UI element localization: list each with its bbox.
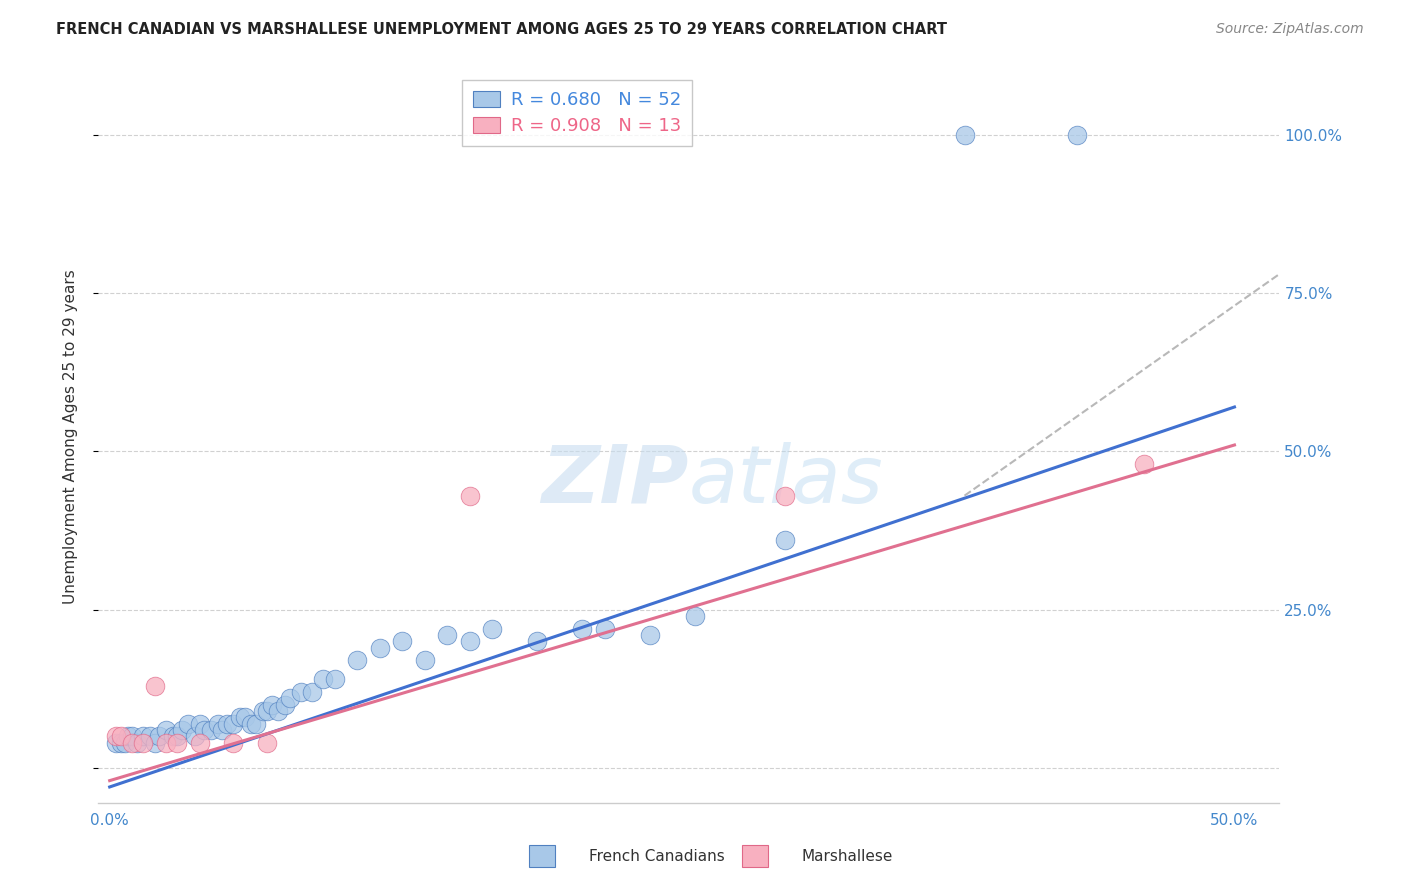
Point bbox=[638, 628, 661, 642]
Point bbox=[222, 716, 245, 731]
Text: atlas: atlas bbox=[689, 442, 884, 520]
Point bbox=[143, 736, 166, 750]
Point bbox=[211, 723, 233, 737]
Point bbox=[413, 653, 436, 667]
Point bbox=[110, 729, 132, 743]
Point bbox=[391, 634, 413, 648]
Point bbox=[233, 710, 256, 724]
Point bbox=[215, 716, 238, 731]
Point bbox=[312, 673, 335, 687]
Point bbox=[166, 729, 188, 743]
Point bbox=[773, 489, 796, 503]
Point bbox=[114, 736, 136, 750]
Y-axis label: Unemployment Among Ages 25 to 29 years: Unemployment Among Ages 25 to 29 years bbox=[63, 269, 77, 605]
Point bbox=[953, 128, 976, 142]
Point bbox=[245, 716, 267, 731]
Point bbox=[155, 723, 177, 737]
Point bbox=[256, 704, 278, 718]
Point bbox=[143, 679, 166, 693]
Point bbox=[188, 716, 211, 731]
Point bbox=[184, 729, 207, 743]
Point bbox=[683, 609, 706, 624]
Point bbox=[110, 736, 132, 750]
Point bbox=[252, 704, 274, 718]
Point bbox=[481, 622, 503, 636]
Point bbox=[121, 729, 143, 743]
Point bbox=[290, 685, 312, 699]
Point bbox=[162, 729, 184, 743]
Point bbox=[132, 729, 155, 743]
Point bbox=[571, 622, 593, 636]
Text: French Canadians: French Canadians bbox=[589, 848, 724, 863]
Point bbox=[267, 704, 290, 718]
Point bbox=[207, 716, 229, 731]
Point bbox=[148, 729, 170, 743]
Point bbox=[278, 691, 301, 706]
Point bbox=[1066, 128, 1088, 142]
Point bbox=[200, 723, 222, 737]
Point bbox=[346, 653, 368, 667]
Point bbox=[177, 716, 200, 731]
Bar bbox=[742, 846, 768, 867]
Point bbox=[222, 736, 245, 750]
Point bbox=[526, 634, 548, 648]
Point bbox=[458, 489, 481, 503]
Point bbox=[117, 729, 139, 743]
Point bbox=[155, 736, 177, 750]
Point bbox=[323, 673, 346, 687]
Legend: R = 0.680   N = 52, R = 0.908   N = 13: R = 0.680 N = 52, R = 0.908 N = 13 bbox=[461, 80, 692, 145]
Text: Source: ZipAtlas.com: Source: ZipAtlas.com bbox=[1216, 22, 1364, 37]
Point bbox=[121, 736, 143, 750]
Point bbox=[1133, 457, 1156, 471]
Text: Marshallese: Marshallese bbox=[801, 848, 893, 863]
Point bbox=[436, 628, 458, 642]
Text: FRENCH CANADIAN VS MARSHALLESE UNEMPLOYMENT AMONG AGES 25 TO 29 YEARS CORRELATIO: FRENCH CANADIAN VS MARSHALLESE UNEMPLOYM… bbox=[56, 22, 948, 37]
Point bbox=[125, 736, 148, 750]
Point bbox=[229, 710, 252, 724]
Point bbox=[593, 622, 616, 636]
Point bbox=[301, 685, 323, 699]
Point bbox=[274, 698, 297, 712]
Point bbox=[105, 729, 128, 743]
Point bbox=[256, 736, 278, 750]
Point bbox=[458, 634, 481, 648]
Point bbox=[139, 729, 162, 743]
Point bbox=[188, 736, 211, 750]
Point bbox=[132, 736, 155, 750]
Point bbox=[166, 736, 188, 750]
Point bbox=[368, 640, 391, 655]
Point bbox=[260, 698, 283, 712]
Point bbox=[170, 723, 193, 737]
Point bbox=[240, 716, 263, 731]
Text: ZIP: ZIP bbox=[541, 442, 689, 520]
Point bbox=[773, 533, 796, 547]
Point bbox=[105, 736, 128, 750]
Point bbox=[193, 723, 215, 737]
Bar bbox=[530, 846, 555, 867]
